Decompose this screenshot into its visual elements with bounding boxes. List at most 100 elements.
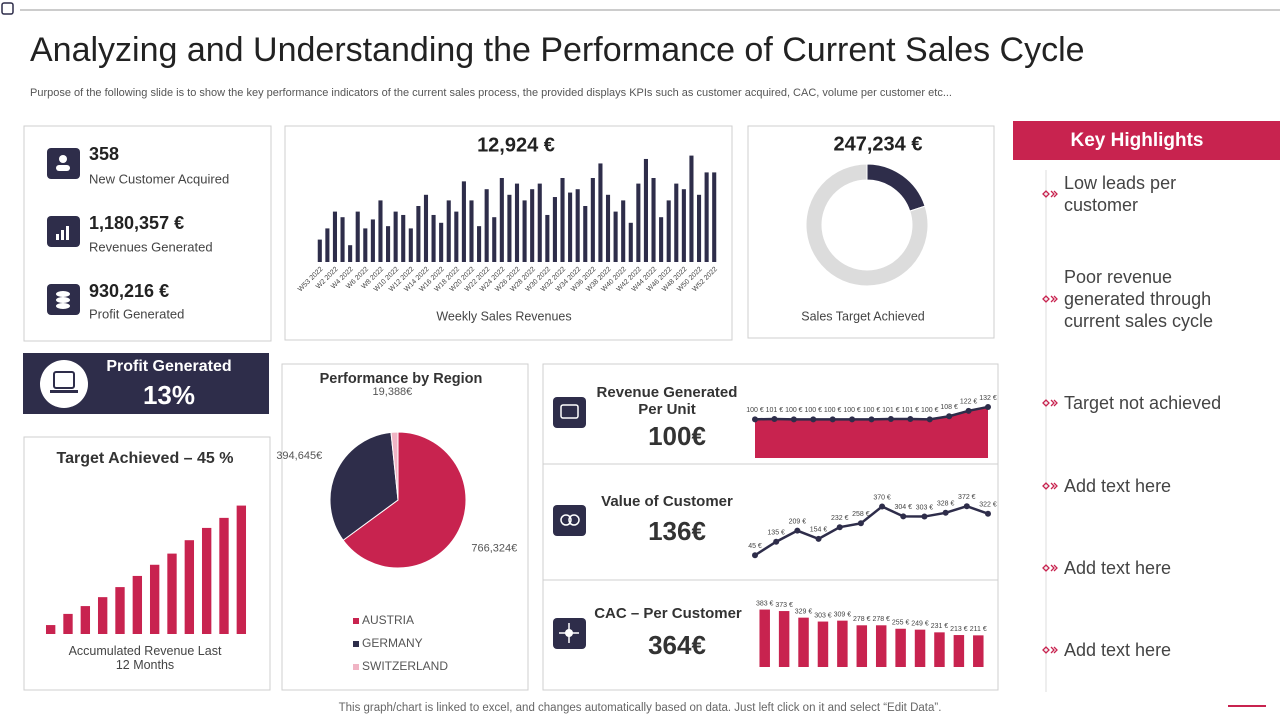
bar	[201, 527, 212, 634]
bar	[484, 189, 489, 262]
data-label: 255 €	[892, 620, 910, 627]
kpi-label: Profit Generated	[89, 306, 184, 321]
profit-label: Profit Generated	[106, 358, 231, 375]
point	[773, 538, 780, 545]
point	[879, 503, 886, 510]
metric-title: Value of Customer	[601, 493, 733, 510]
bar	[651, 178, 656, 262]
bar	[115, 587, 125, 634]
bar	[590, 178, 595, 262]
point	[868, 416, 875, 423]
point	[836, 524, 843, 531]
metric-title: Revenue Generated Per Unit	[596, 384, 738, 418]
bar	[219, 517, 229, 634]
slice	[329, 431, 399, 541]
highlight-item: Add text here	[1064, 558, 1172, 578]
data-label: 304 €	[895, 504, 913, 511]
data-label: 108 €	[940, 404, 958, 411]
bar	[798, 617, 809, 667]
bar	[914, 629, 926, 667]
bar	[530, 189, 535, 262]
point	[771, 415, 778, 422]
chart-label: Accumulated Revenue Last 12 Months	[68, 644, 222, 672]
metric-value: 136€	[648, 516, 706, 546]
title: Analyzing and Understanding the Performa…	[30, 31, 1085, 69]
data-label: 370 €	[873, 494, 891, 501]
data-label: 154 €	[810, 527, 828, 534]
point	[815, 535, 822, 542]
bar	[492, 217, 497, 262]
metric-icons	[553, 397, 586, 649]
bar	[817, 621, 829, 667]
legend-swatch	[353, 664, 359, 670]
point	[900, 513, 907, 520]
bar	[953, 635, 965, 667]
bullets	[1042, 190, 1058, 654]
bar	[568, 192, 573, 262]
data-label: 766,324€	[471, 543, 517, 555]
data-label: 100 €	[804, 407, 822, 414]
bar	[696, 194, 702, 262]
data-label: 278 €	[872, 616, 890, 623]
bar	[681, 189, 686, 262]
bar	[317, 239, 322, 262]
kpi-value: 358	[89, 144, 119, 164]
bar	[598, 163, 603, 262]
data-label: 100 €	[824, 407, 842, 414]
point	[790, 416, 797, 423]
data-label: 278 €	[853, 616, 871, 623]
data-label: 328 €	[937, 501, 955, 508]
footer: This graph/chart is linked to excel, and…	[339, 702, 942, 714]
data-label: 19,388€	[373, 386, 413, 398]
data-label: 303 €	[916, 504, 934, 511]
bar	[895, 628, 906, 667]
donut-box	[747, 125, 995, 339]
bar	[659, 217, 664, 262]
data-label: 45 €	[748, 543, 762, 550]
bar	[575, 189, 580, 262]
metric-value: 364€	[648, 630, 706, 660]
kpi-label: New Customer Acquired	[89, 171, 229, 186]
bar	[514, 183, 520, 262]
bar	[499, 178, 504, 262]
metric-value: 100€	[648, 421, 706, 451]
highlight-item: Low leads per customer	[1064, 173, 1177, 215]
bar	[393, 211, 398, 262]
bar	[704, 172, 709, 262]
bar	[454, 211, 459, 262]
slice	[866, 163, 926, 212]
slice	[342, 431, 467, 569]
bar	[875, 625, 887, 667]
point	[963, 503, 970, 510]
highlight-item: Add text here	[1064, 476, 1172, 496]
highlights-header	[1013, 121, 1280, 160]
bar	[340, 217, 345, 262]
highlight-item: Poor revenue generated through current s…	[1064, 267, 1214, 331]
data-label: 394,645€	[276, 450, 322, 462]
legend-label: SWITZERLAND	[362, 659, 448, 673]
x-axis-label: Weekly Sales Revenues	[436, 309, 571, 323]
kpi-box	[23, 125, 272, 342]
highlights-title: Key Highlights	[1070, 130, 1203, 151]
kpi-value: 930,216 €	[89, 281, 169, 301]
bar	[552, 197, 557, 262]
bar	[97, 597, 108, 634]
bar	[712, 172, 717, 262]
bar	[856, 625, 868, 667]
chart-title: Target Achieved – 45 %	[57, 450, 234, 467]
data-label: 372 €	[958, 494, 976, 501]
bar	[605, 194, 611, 262]
data-label: 383 €	[756, 600, 774, 607]
bar	[973, 635, 984, 667]
point	[849, 416, 856, 423]
bar	[666, 200, 671, 262]
data-label: 122 €	[960, 399, 978, 406]
bar	[759, 609, 770, 667]
data-label: 213 €	[950, 626, 968, 633]
bar	[628, 222, 633, 262]
data-label: 211 €	[970, 626, 987, 633]
bar	[348, 245, 353, 262]
data-label: 100 €	[746, 407, 764, 414]
chart-title: Performance by Region	[320, 371, 483, 387]
